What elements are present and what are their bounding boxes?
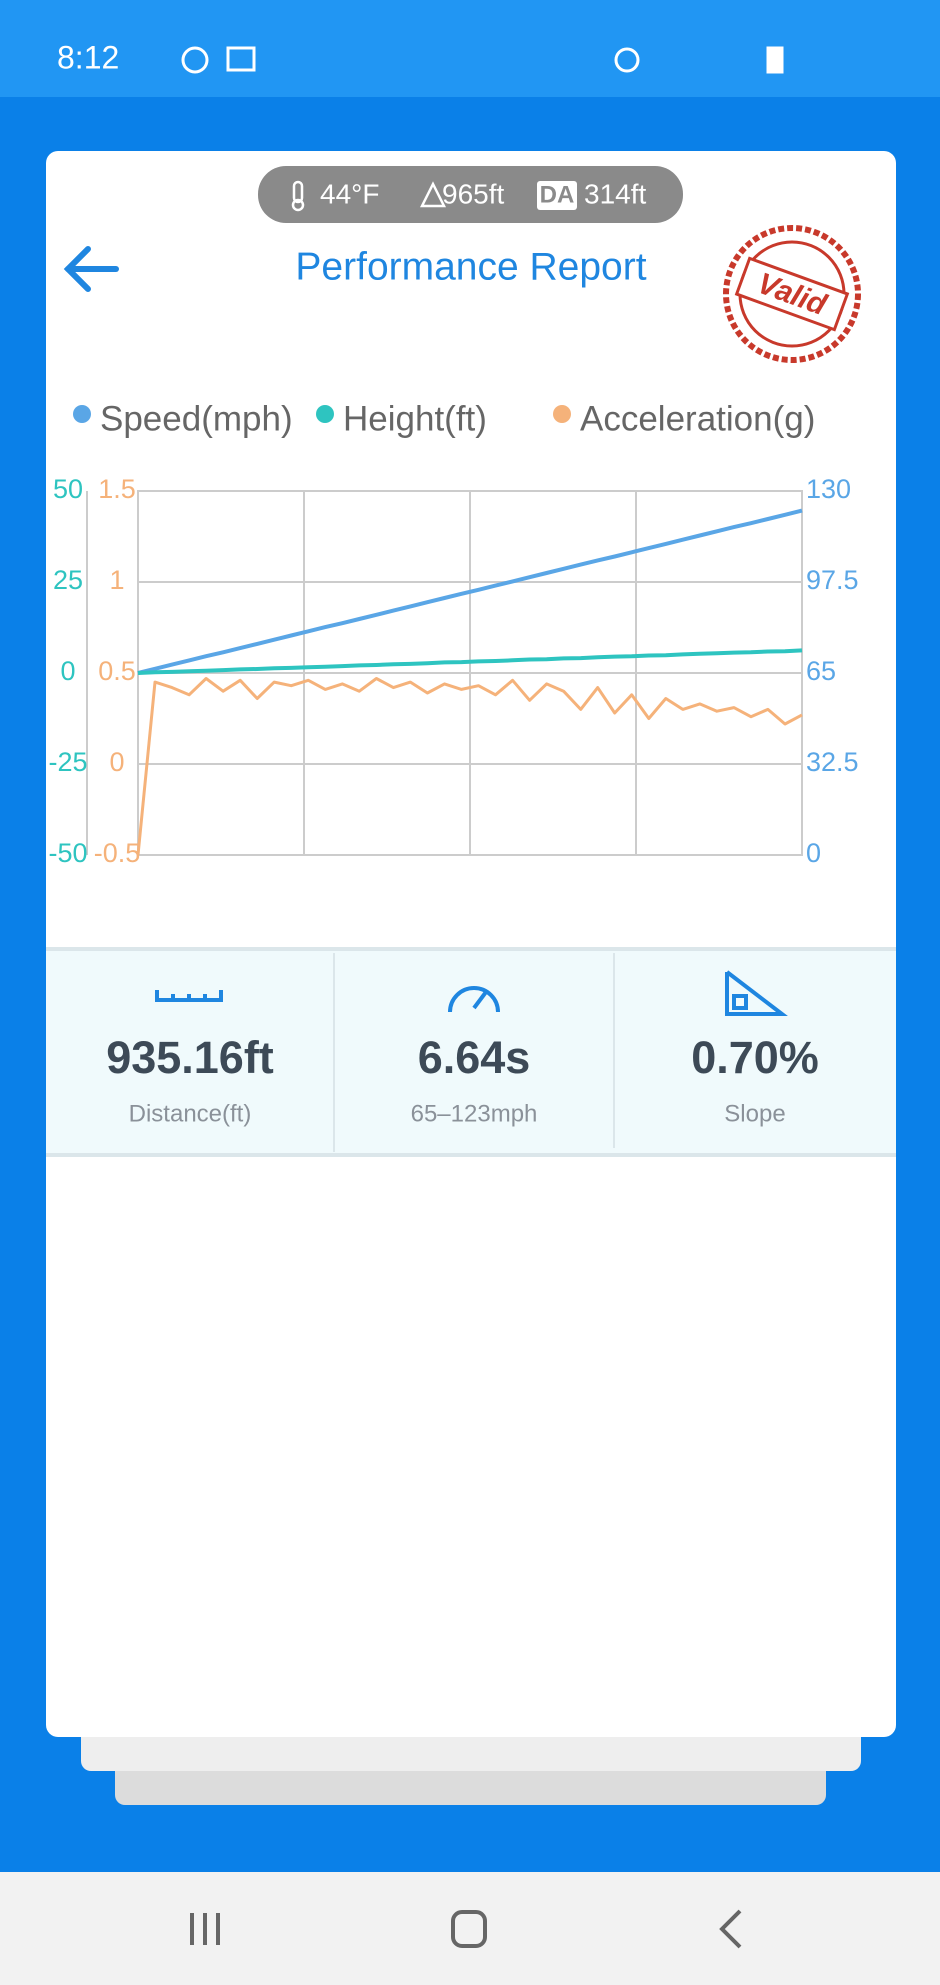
series-line [137,648,803,675]
y-tick-label: 65 [806,656,836,686]
stat-label: Distance(ft) [129,1100,252,1127]
y-tick-label: 0 [806,838,821,868]
card [46,151,896,1737]
stat-label: Slope [724,1100,785,1127]
temperature: 44°F [320,178,379,209]
status-bar [0,0,940,97]
legend-dot [73,405,91,423]
stat-value: 935.16ft [106,1032,274,1083]
y-tick-label: -50 [48,838,87,868]
y-tick-label: -25 [48,747,87,777]
y-tick-label: 50 [53,474,83,504]
legend-label: Speed(mph) [100,399,293,438]
nav-buttons[interactable] [190,1909,742,1949]
y-tick-label: 25 [53,565,83,595]
y-tick-label: 0.5 [98,656,136,686]
y-tick-label: 0 [60,656,75,686]
y-tick-label: 130 [806,474,851,504]
stat-value: 0.70% [691,1032,819,1083]
y-tick-label: 32.5 [806,747,859,777]
da-badge-bg [537,181,577,210]
elevation: 965ft [442,178,504,209]
legend-dot [316,405,334,423]
y-tick-label: 1.5 [98,474,136,504]
y-tick-label: 0 [109,747,124,777]
stat-icons [155,970,788,1016]
stat-label: 65–123mph [411,1100,538,1127]
legend-label: Height(ft) [343,399,487,438]
y-tick-label: -0.5 [94,838,141,868]
stats-panel [46,951,896,1154]
density-altitude: 314ft [584,178,646,209]
status-icons [181,46,784,74]
pill-icons [291,180,447,212]
series-line [137,508,803,675]
conditions-pill [258,166,683,223]
page-title: Performance Report [295,245,646,288]
y-tick-label: 97.5 [806,565,859,595]
series-line [136,677,803,856]
back-button[interactable] [63,246,119,292]
legend-label: Acceleration(g) [580,399,815,438]
status-time: 8:12 [57,39,119,75]
stat-value: 6.64s [418,1032,531,1083]
nav-bar [0,1872,940,1985]
y-tick-label: 1 [109,565,124,595]
legend-dot [553,405,571,423]
da-badge: DA [540,181,575,208]
